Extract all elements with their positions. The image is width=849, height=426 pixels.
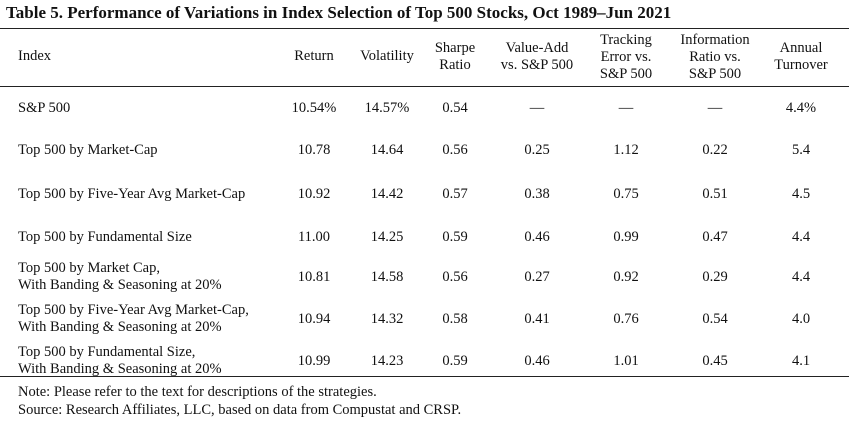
cell-return: 10.94 (297, 310, 331, 327)
cell-return: 10.99 (297, 352, 331, 369)
top-rule (0, 28, 849, 29)
cell-tracking-error: 1.12 (613, 141, 639, 158)
cell-information-ratio: 0.22 (702, 141, 728, 158)
table-row: Top 500 by Fundamental Size, With Bandin… (0, 339, 849, 383)
header-information-ratio: Information Ratio vs. S&P 500 (680, 32, 750, 82)
cell-value-add: 0.41 (524, 310, 550, 327)
cell-sharpe-ratio: 0.58 (442, 310, 468, 327)
cell-return: 10.54% (291, 99, 337, 116)
table-row: S&P 500 10.54% 14.57% 0.54 — — — 4.4% (0, 86, 849, 130)
cell-return: 11.00 (297, 228, 331, 245)
cell-sharpe-ratio: 0.59 (442, 352, 468, 369)
table-row: Top 500 by Fundamental Size 11.00 14.25 0.5… (0, 215, 849, 259)
cell-index: Top 500 by Market-Cap (18, 141, 158, 158)
cell-annual-turnover: 4.4% (785, 99, 817, 116)
cell-annual-turnover: 5.4 (791, 141, 811, 158)
header-sharpe-ratio: Sharpe Ratio (434, 40, 476, 73)
cell-tracking-error: 0.92 (613, 268, 639, 285)
cell-information-ratio: 0.54 (702, 310, 728, 327)
cell-annual-turnover: 4.1 (791, 352, 811, 369)
cell-index: Top 500 by Market Cap, With Banding & Se… (18, 260, 222, 293)
header-annual-turnover: Annual Turnover (774, 40, 828, 73)
cell-index: Top 500 by Fundamental Size, With Bandin… (18, 344, 222, 377)
cell-information-ratio: 0.29 (702, 268, 728, 285)
cell-sharpe-ratio: 0.54 (442, 99, 468, 116)
cell-volatility: 14.58 (370, 268, 404, 285)
header-volatility: Volatility (360, 48, 414, 64)
cell-tracking-error: 0.76 (613, 310, 639, 327)
cell-volatility: 14.64 (370, 141, 404, 158)
cell-value-add: 0.46 (524, 352, 550, 369)
table-row: Top 500 by Market Cap, With Banding & Se… (0, 255, 849, 299)
cell-sharpe-ratio: 0.56 (442, 141, 468, 158)
cell-return: 10.78 (297, 141, 331, 158)
cell-tracking-error: 1.01 (613, 352, 639, 369)
cell-index: Top 500 by Five-Year Avg Market-Cap, Wit… (18, 302, 249, 335)
cell-return: 10.81 (297, 268, 331, 285)
cell-annual-turnover: 4.4 (791, 228, 811, 245)
table-row: Top 500 by Market-Cap 10.78 14.64 0.56 0.25 1… (0, 128, 849, 172)
table-row: Top 500 by Five-Year Avg Market-Cap, Wit… (0, 297, 849, 341)
cell-information-ratio: 0.51 (702, 185, 728, 202)
cell-value-add: — (529, 99, 545, 116)
header-return: Return (294, 48, 334, 64)
cell-volatility: 14.42 (370, 185, 404, 202)
cell-information-ratio: 0.45 (702, 352, 728, 369)
cell-volatility: 14.25 (370, 228, 404, 245)
header-rule (0, 86, 849, 87)
cell-volatility: 14.23 (370, 352, 404, 369)
cell-value-add: 0.27 (524, 268, 550, 285)
cell-sharpe-ratio: 0.56 (442, 268, 468, 285)
header-tracking-error: Tracking Error vs. S&P 500 (599, 32, 653, 82)
cell-information-ratio: 0.47 (702, 228, 728, 245)
cell-value-add: 0.38 (524, 185, 550, 202)
header-value-add: Value-Add vs. S&P 500 (500, 40, 574, 73)
cell-index: Top 500 by Fundamental Size (18, 228, 192, 245)
cell-annual-turnover: 4.4 (791, 268, 811, 285)
cell-tracking-error: 0.99 (613, 228, 639, 245)
cell-volatility: 14.32 (370, 310, 404, 327)
cell-index: S&P 500 (18, 99, 71, 116)
cell-information-ratio: — (707, 99, 723, 116)
cell-annual-turnover: 4.5 (791, 185, 811, 202)
cell-annual-turnover: 4.0 (791, 310, 811, 327)
cell-value-add: 0.25 (524, 141, 550, 158)
cell-value-add: 0.46 (524, 228, 550, 245)
cell-index: Top 500 by Five-Year Avg Market-Cap (18, 185, 246, 202)
cell-sharpe-ratio: 0.57 (442, 185, 468, 202)
cell-return: 10.92 (297, 185, 331, 202)
table-source: Source: Research Affiliates, LLC, based … (18, 402, 462, 418)
header-index: Index (18, 48, 52, 64)
table-note: Note: Please refer to the text for descr… (18, 384, 377, 400)
cell-volatility: 14.57% (364, 99, 410, 116)
table-title: Table 5. Performance of Variations in In… (6, 3, 672, 22)
table-row: Top 500 by Five-Year Avg Market-Cap 10.92… (0, 172, 849, 216)
cell-tracking-error: 0.75 (613, 185, 639, 202)
cell-tracking-error: — (618, 99, 634, 116)
bottom-rule (0, 376, 849, 377)
cell-sharpe-ratio: 0.59 (442, 228, 468, 245)
